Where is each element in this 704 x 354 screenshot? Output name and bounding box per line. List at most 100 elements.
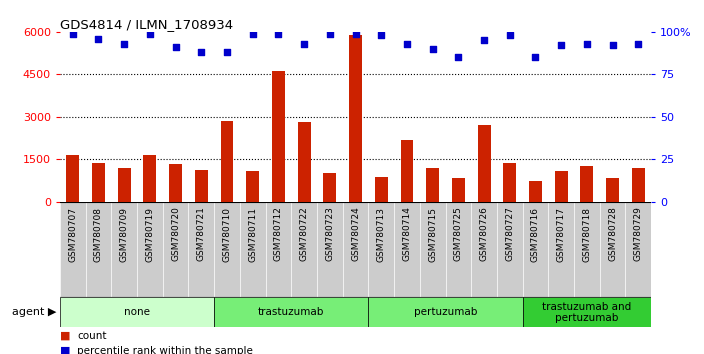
Bar [452, 178, 465, 202]
Text: trastuzumab and
pertuzumab: trastuzumab and pertuzumab [542, 302, 631, 323]
Text: GSM780725: GSM780725 [454, 206, 463, 262]
Bar [368, 297, 522, 327]
Point [453, 55, 464, 60]
Bar [298, 122, 310, 202]
Point [221, 50, 232, 55]
Bar [349, 35, 362, 202]
Bar [497, 202, 522, 297]
Point [504, 33, 515, 38]
Text: GSM780712: GSM780712 [274, 206, 283, 262]
Bar [471, 202, 497, 297]
Bar [169, 164, 182, 202]
Text: GSM780714: GSM780714 [403, 206, 411, 262]
Text: GSM780729: GSM780729 [634, 206, 643, 262]
Point [555, 42, 567, 48]
Point [93, 36, 104, 41]
Bar [446, 202, 471, 297]
Bar [394, 202, 420, 297]
Bar [220, 121, 234, 202]
Text: GSM780727: GSM780727 [505, 206, 515, 262]
Bar [625, 202, 651, 297]
Text: GSM780719: GSM780719 [145, 206, 154, 262]
Bar [246, 171, 259, 202]
Text: GDS4814 / ILMN_1708934: GDS4814 / ILMN_1708934 [60, 18, 233, 31]
Point [298, 41, 310, 47]
Bar [291, 202, 317, 297]
Text: percentile rank within the sample: percentile rank within the sample [77, 346, 253, 354]
Text: agent ▶: agent ▶ [12, 307, 56, 318]
Text: ■: ■ [60, 331, 70, 341]
Bar [606, 178, 619, 202]
Point [67, 31, 78, 36]
Point [376, 33, 387, 38]
Text: trastuzumab: trastuzumab [258, 307, 325, 318]
Point [427, 46, 439, 52]
Bar [144, 155, 156, 202]
Bar [137, 202, 163, 297]
Bar [503, 163, 516, 202]
Point [607, 42, 618, 48]
Bar [477, 125, 491, 202]
Bar [375, 177, 388, 202]
Bar [60, 202, 86, 297]
Bar [529, 181, 542, 202]
Text: GSM780715: GSM780715 [428, 206, 437, 262]
Bar [401, 140, 413, 202]
Bar [240, 202, 265, 297]
Point [272, 31, 284, 36]
Point [118, 41, 130, 47]
Bar [600, 202, 625, 297]
Bar [118, 169, 130, 202]
Point [401, 41, 413, 47]
Text: count: count [77, 331, 107, 341]
Text: none: none [124, 307, 150, 318]
Bar [343, 202, 368, 297]
Point [633, 41, 644, 47]
Bar [574, 202, 600, 297]
Bar [66, 155, 79, 202]
Text: GSM780711: GSM780711 [249, 206, 257, 262]
Bar [548, 202, 574, 297]
Text: GSM780723: GSM780723 [325, 206, 334, 262]
Bar [86, 202, 111, 297]
Point [144, 31, 156, 36]
Bar [92, 163, 105, 202]
Bar [323, 173, 337, 202]
Point [582, 41, 593, 47]
Bar [163, 202, 189, 297]
Text: GSM780721: GSM780721 [196, 206, 206, 262]
Bar [214, 202, 240, 297]
Bar [60, 297, 214, 327]
Text: GSM780728: GSM780728 [608, 206, 617, 262]
Bar [214, 297, 368, 327]
Text: GSM780722: GSM780722 [300, 206, 308, 261]
Text: GSM780724: GSM780724 [351, 206, 360, 261]
Text: GSM780710: GSM780710 [222, 206, 232, 262]
Text: GSM780720: GSM780720 [171, 206, 180, 262]
Text: GSM780708: GSM780708 [94, 206, 103, 262]
Point [350, 31, 361, 36]
Point [247, 31, 258, 36]
Text: GSM780717: GSM780717 [557, 206, 566, 262]
Text: ■: ■ [60, 346, 70, 354]
Bar [420, 202, 446, 297]
Bar [272, 71, 285, 202]
Bar [426, 169, 439, 202]
Text: GSM780718: GSM780718 [582, 206, 591, 262]
Text: GSM780709: GSM780709 [120, 206, 129, 262]
Point [170, 44, 181, 50]
Point [196, 50, 207, 55]
Bar [555, 171, 567, 202]
Bar [522, 297, 651, 327]
Bar [317, 202, 343, 297]
Text: GSM780716: GSM780716 [531, 206, 540, 262]
Bar [111, 202, 137, 297]
Text: GSM780707: GSM780707 [68, 206, 77, 262]
Text: pertuzumab: pertuzumab [414, 307, 477, 318]
Bar [368, 202, 394, 297]
Bar [581, 166, 593, 202]
Point [530, 55, 541, 60]
Point [324, 31, 335, 36]
Text: GSM780713: GSM780713 [377, 206, 386, 262]
Bar [632, 169, 645, 202]
